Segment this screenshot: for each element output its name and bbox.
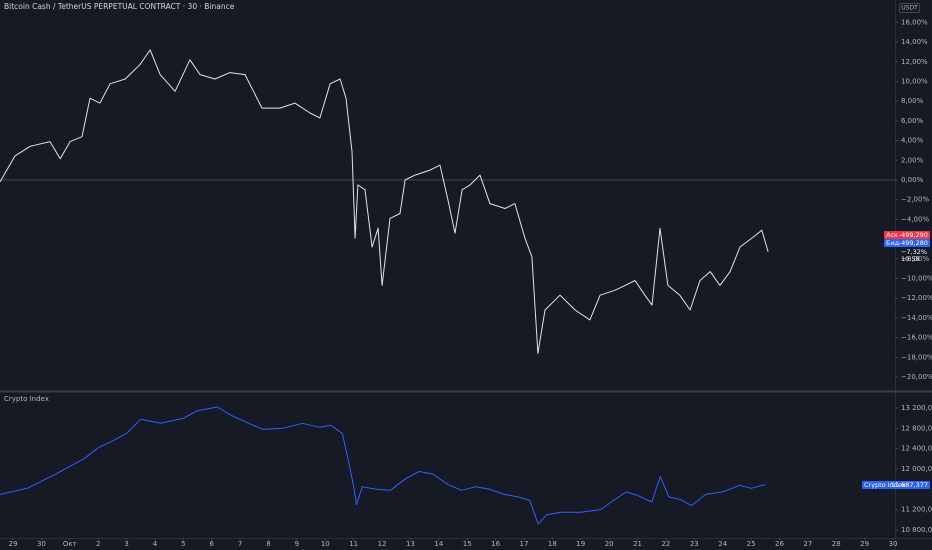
y-tick-label: 12 000,000 [901,465,932,473]
x-tick-label: 18 [548,540,557,548]
price-line [0,49,769,354]
x-tick-label: 21 [633,540,642,548]
x-tick-label: 5 [181,540,185,548]
x-tick-label: 25 [747,540,756,548]
y-tick-label: −18,00% [901,353,932,361]
y-tick-label: 8,00% [901,97,924,105]
y-tick-label: −16,00% [901,334,932,342]
x-tick-label: 14 [434,540,443,548]
y-tick-label: 4,00% [901,137,924,145]
x-tick-label: 3 [124,540,128,548]
price-badge [884,231,930,239]
currency-button[interactable] [899,3,920,13]
y-tick-label: 11 200,000 [901,506,932,514]
y-tick-label: 12,00% [901,58,928,66]
y-tick-label: −4,00% [901,215,929,223]
badge-label: Бид [886,239,900,247]
x-tick-label: 24 [718,540,727,548]
price-badge [862,481,930,489]
y-tick-label: −10,00% [901,274,932,282]
price-badge [884,239,930,247]
y-tick-label: −14,00% [901,314,932,322]
x-tick-label: 9 [295,540,299,548]
badge-value: -499,290 [899,231,928,239]
y-tick-label: 14,00% [901,38,928,46]
y-tick-label: 0,00% [901,176,924,184]
y-tick-label: 13 200,000 [901,404,932,412]
currency-label[interactable]: USDT [901,5,918,12]
badge-value: -499,280 [899,239,928,247]
x-tick-label: 15 [463,540,472,548]
pane-title: Crypto Index [4,395,49,403]
x-tick-label: 13 [406,540,415,548]
x-tick-label: 12 [378,540,387,548]
chart-title: Bitcoin Cash / TetherUS PERPETUAL CONTRA… [4,2,235,11]
x-tick-label: 23 [690,540,699,548]
y-tick-label: 10,00% [901,77,928,85]
price-line [0,406,766,525]
y-tick-label: −12,00% [901,294,932,302]
y-tick-label: 10 800,000 [901,526,932,534]
change-label: −7,32% [901,248,927,256]
x-tick-label: 16 [491,540,500,548]
x-tick-label: 27 [803,540,812,548]
x-tick-label: Окт [63,540,77,548]
x-tick-label: 28 [832,540,841,548]
x-tick-label: 29 [9,540,18,548]
y-tick-label: 12 800,000 [901,424,932,432]
x-tick-label: 4 [153,540,158,548]
y-tick-label: 6,00% [901,117,924,125]
x-tick-label: 30 [889,540,898,548]
x-tick-label: 17 [520,540,529,548]
y-tick-label: 16,00% [901,18,928,26]
x-tick-label: 19 [576,540,585,548]
x-tick-label: 30 [37,540,46,548]
badge-label: Аск [886,231,898,239]
x-tick-label: 7 [238,540,242,548]
x-tick-label: 8 [266,540,270,548]
y-tick-label: −8,00% [901,255,929,263]
badge-label: Crypto Index [864,481,906,489]
y-tick-label: −20,00% [901,373,932,381]
x-tick-label: 22 [661,540,670,548]
x-tick-label: 29 [860,540,869,548]
y-tick-label: −2,00% [901,196,929,204]
y-tick-label: 2,00% [901,156,924,164]
x-tick-label: 6 [210,540,215,548]
countdown-label: 10:58 [901,255,920,263]
x-tick-label: 11 [349,540,358,548]
x-tick-label: 10 [321,540,330,548]
x-tick-label: 20 [605,540,614,548]
x-tick-label: 2 [96,540,100,548]
x-tick-label: 26 [775,540,784,548]
y-tick-label: 12 400,000 [901,445,932,453]
badge-value: 11 687,377 [891,481,928,489]
